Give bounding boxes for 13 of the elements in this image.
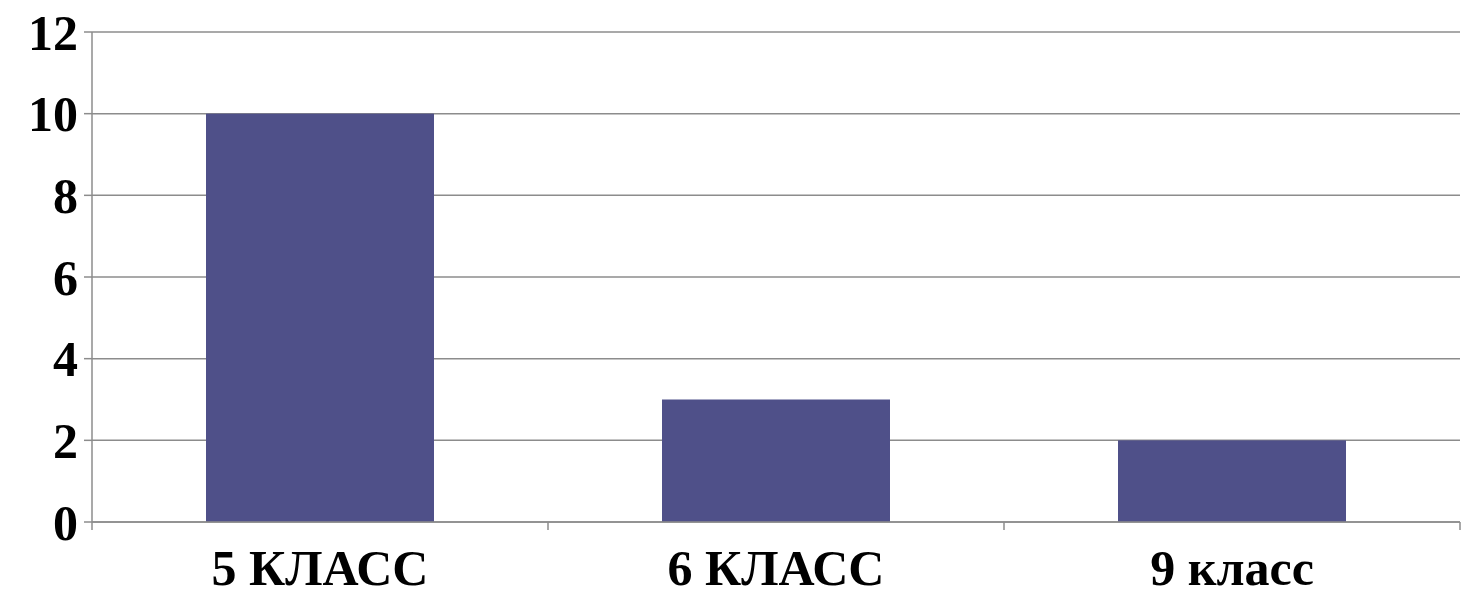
y-tick-label: 6: [53, 249, 78, 306]
bar: [662, 399, 890, 522]
y-tick-label: 12: [28, 4, 78, 61]
y-tick-label: 2: [53, 412, 78, 469]
y-tick-label: 4: [53, 331, 78, 388]
bar: [206, 113, 434, 522]
bar: [1118, 440, 1346, 522]
y-tick-label: 10: [28, 86, 78, 143]
x-tick-label: 9 класс: [1150, 540, 1314, 596]
y-tick-label: 8: [53, 167, 78, 224]
x-tick-label: 5 КЛАСС: [211, 540, 429, 596]
x-tick-label: 6 КЛАСС: [667, 540, 885, 596]
y-tick-label: 0: [53, 494, 78, 551]
